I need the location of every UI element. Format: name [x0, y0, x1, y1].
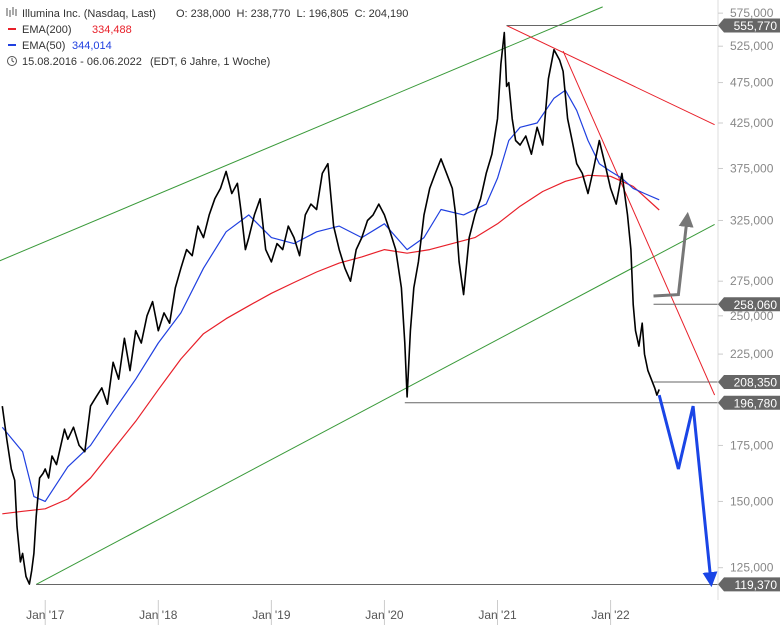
level-badge: [718, 18, 780, 33]
x-tick-label: Jan '21: [478, 608, 517, 622]
x-tick-label: Jan '22: [591, 608, 630, 622]
level-badge: [718, 375, 780, 389]
y-tick-label: 275,000: [730, 274, 774, 288]
level-badge: [718, 297, 780, 312]
legend: Illumina Inc. (Nasdaq, Last) O: 238,000 …: [6, 7, 408, 68]
y-tick-label: 125,000: [730, 561, 774, 575]
y-tick-label: 150,000: [730, 494, 774, 508]
projection-down-arrow: [657, 394, 718, 588]
channel-upper-line: [0, 6, 603, 262]
x-tick-label: Jan '17: [26, 608, 65, 622]
y-tick-label: 325,000: [730, 213, 774, 227]
level-label: 555,770: [734, 19, 778, 33]
level-label: 119,370: [735, 578, 778, 592]
level-badge: [718, 395, 780, 410]
y-tick-label: 375,000: [730, 161, 774, 175]
trendline-1: [506, 25, 715, 126]
x-tick-label: Jan '20: [365, 608, 404, 622]
level-badge: [718, 577, 780, 592]
level-label: 258,060: [734, 298, 778, 312]
ema200-line: [2, 174, 660, 515]
period-range: 15.08.2016 - 06.06.2022: [22, 56, 142, 68]
level-label: 196,780: [734, 396, 778, 410]
y-tick-label: 175,000: [730, 438, 774, 452]
trendline-2: [562, 50, 716, 396]
channel-lower-line: [35, 223, 715, 585]
y-tick-label: 225,000: [730, 347, 774, 361]
projection-up-arrow: [653, 211, 694, 298]
ema50-label: EMA(50): [22, 40, 65, 52]
clock-icon: [7, 56, 17, 66]
y-tick-label: 425,000: [730, 116, 774, 130]
ema50-value: 344,014: [72, 40, 112, 52]
x-tick-label: Jan '19: [252, 608, 291, 622]
ema200-value: 334,488: [92, 24, 132, 36]
y-tick-label: 475,000: [730, 76, 774, 90]
price-line: [1, 31, 660, 585]
instrument-title: Illumina Inc. (Nasdaq, Last): [22, 8, 156, 20]
ema50-line: [1, 89, 660, 502]
ohlc-values: O: 238,000 H: 238,770 L: 196,805 C: 204,…: [176, 8, 408, 20]
period-note: (EDT, 6 Jahre, 1 Woche): [150, 56, 270, 68]
y-tick-label: 250,000: [730, 309, 774, 323]
x-tick-label: Jan '18: [139, 608, 178, 622]
y-tick-label: 575,000: [730, 6, 774, 20]
y-tick-label: 525,000: [730, 39, 774, 53]
chart-type-icon: [6, 7, 17, 17]
level-label: 208,350: [734, 376, 778, 390]
ema200-label: EMA(200): [22, 24, 72, 36]
